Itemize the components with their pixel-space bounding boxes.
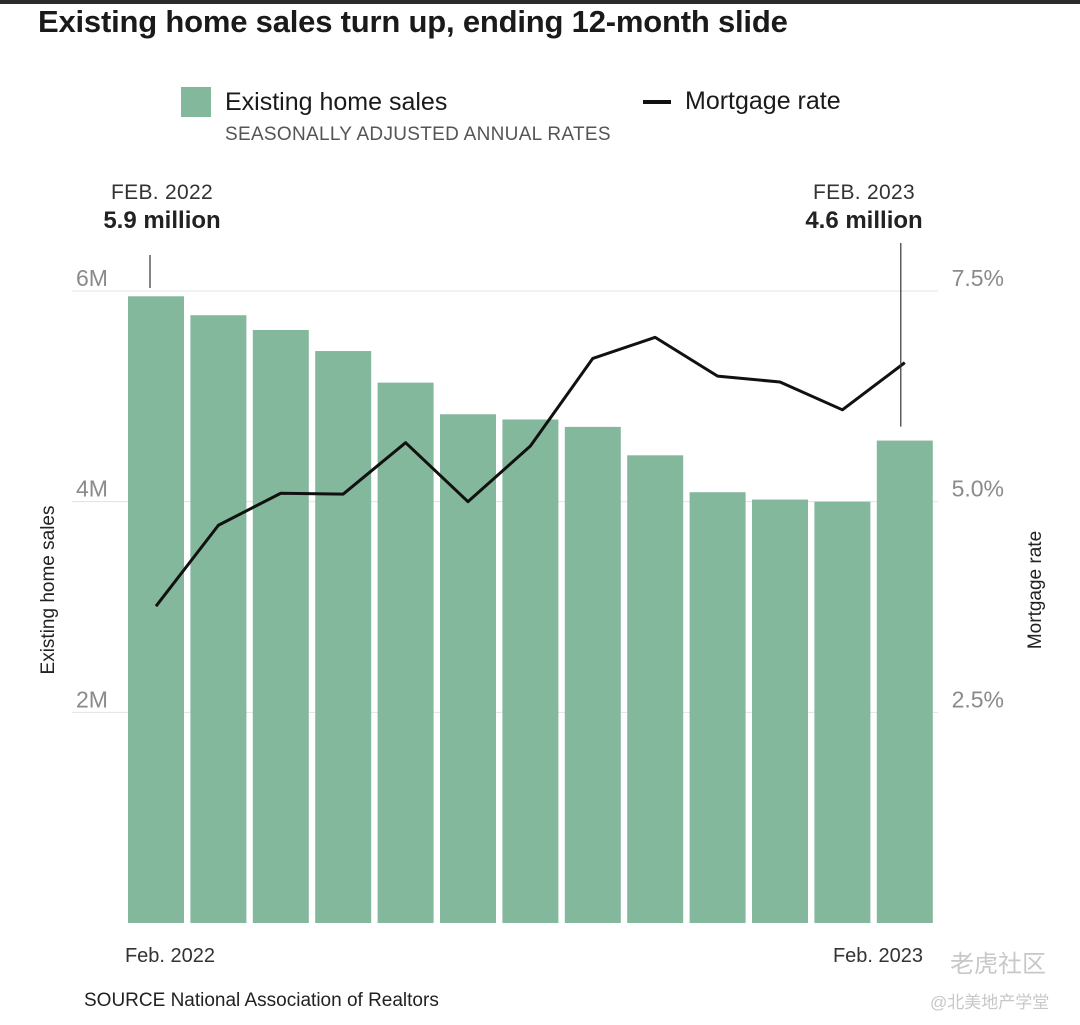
right-tick-label: 7.5%: [952, 265, 1004, 291]
bar-jun-2022: [377, 382, 434, 923]
bar-jan-2023: [814, 501, 871, 923]
left-tick-label: 4M: [76, 476, 108, 502]
callout-end-label: FEB. 2023: [813, 181, 915, 204]
right-axis-title: Mortgage rate: [1025, 530, 1046, 650]
legend-bars-sublabel: SEASONALLY ADJUSTED ANNUAL RATES: [225, 124, 611, 145]
left-tick-label: 6M: [76, 265, 108, 291]
callout-end: FEB. 2023 4.6 million: [784, 181, 944, 235]
bar-oct-2022: [627, 455, 684, 923]
left-axis-title: Existing home sales: [38, 505, 59, 675]
x-label-end: Feb. 2023: [833, 945, 923, 967]
callout-start: FEB. 2022 5.9 million: [82, 181, 242, 235]
bar-jul-2022: [440, 414, 496, 923]
callout-end-value: 4.6 million: [805, 207, 923, 234]
bar-may-2022: [315, 351, 372, 923]
bar-apr-2022: [252, 329, 309, 923]
callout-start-label: FEB. 2022: [111, 181, 213, 204]
bar-aug-2022: [502, 419, 559, 923]
source-note: SOURCE National Association of Realtors: [84, 990, 439, 1011]
bar-nov-2022: [689, 492, 746, 923]
legend-bars: Existing home sales: [181, 87, 447, 117]
legend-line: Mortgage rate: [643, 87, 841, 116]
legend-bars-label: Existing home sales: [225, 87, 448, 116]
x-label-start: Feb. 2022: [125, 945, 215, 967]
bar-sep-2022: [564, 426, 621, 923]
legend-line-swatch: [643, 99, 671, 104]
bar-mar-2022: [190, 315, 247, 923]
legend-bars-swatch: [181, 87, 211, 117]
callout-start-value: 5.9 million: [103, 207, 221, 234]
top-rule: [0, 0, 1080, 4]
left-tick-label: 2M: [76, 686, 108, 712]
bar-dec-2022: [752, 499, 808, 923]
watermark-handle: @北美地产学堂: [930, 993, 1050, 1012]
right-tick-label: 5.0%: [952, 476, 1004, 502]
right-tick-label: 2.5%: [952, 686, 1004, 712]
bar-feb-2023: [876, 440, 933, 923]
watermark-brand: 老虎社区: [950, 951, 1046, 978]
legend-line-label: Mortgage rate: [685, 87, 841, 115]
bar-feb-2022: [128, 296, 184, 923]
chart-title: Existing home sales turn up, ending 12-m…: [38, 4, 788, 39]
